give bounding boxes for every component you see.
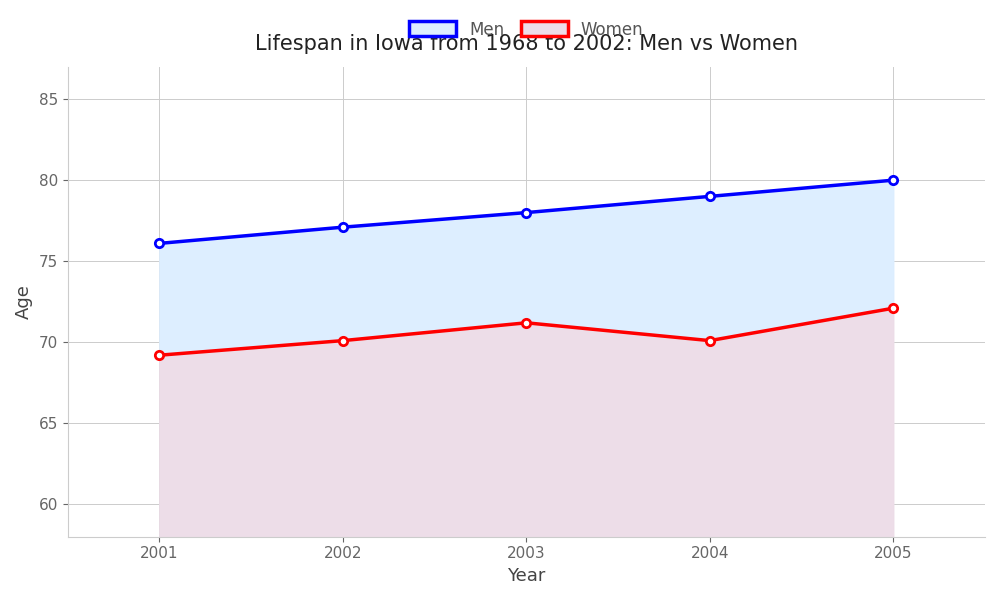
X-axis label: Year: Year	[507, 567, 546, 585]
Y-axis label: Age: Age	[15, 284, 33, 319]
Title: Lifespan in Iowa from 1968 to 2002: Men vs Women: Lifespan in Iowa from 1968 to 2002: Men …	[255, 34, 798, 54]
Legend: Men, Women: Men, Women	[402, 14, 650, 45]
